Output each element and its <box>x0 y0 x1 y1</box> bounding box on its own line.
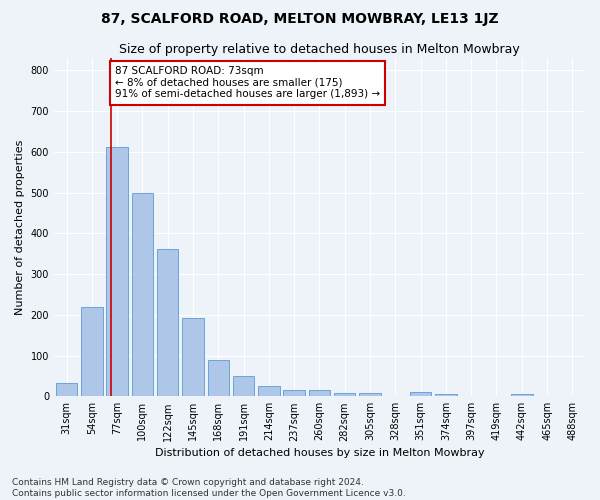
Bar <box>435 394 457 396</box>
Text: Contains HM Land Registry data © Crown copyright and database right 2024.
Contai: Contains HM Land Registry data © Crown c… <box>12 478 406 498</box>
Bar <box>359 393 381 396</box>
Bar <box>131 192 153 396</box>
Bar <box>157 249 178 396</box>
Y-axis label: Number of detached properties: Number of detached properties <box>15 140 25 315</box>
Title: Size of property relative to detached houses in Melton Mowbray: Size of property relative to detached ho… <box>119 42 520 56</box>
X-axis label: Distribution of detached houses by size in Melton Mowbray: Distribution of detached houses by size … <box>155 448 484 458</box>
Bar <box>258 386 280 396</box>
Bar <box>309 390 330 396</box>
Bar <box>283 390 305 396</box>
Bar <box>233 376 254 396</box>
Bar <box>208 360 229 397</box>
Bar <box>106 147 128 396</box>
Bar <box>182 318 204 396</box>
Text: 87, SCALFORD ROAD, MELTON MOWBRAY, LE13 1JZ: 87, SCALFORD ROAD, MELTON MOWBRAY, LE13 … <box>101 12 499 26</box>
Bar <box>334 393 355 396</box>
Bar <box>511 394 533 396</box>
Bar <box>81 306 103 396</box>
Bar <box>56 384 77 396</box>
Bar <box>410 392 431 396</box>
Text: 87 SCALFORD ROAD: 73sqm
← 8% of detached houses are smaller (175)
91% of semi-de: 87 SCALFORD ROAD: 73sqm ← 8% of detached… <box>115 66 380 100</box>
